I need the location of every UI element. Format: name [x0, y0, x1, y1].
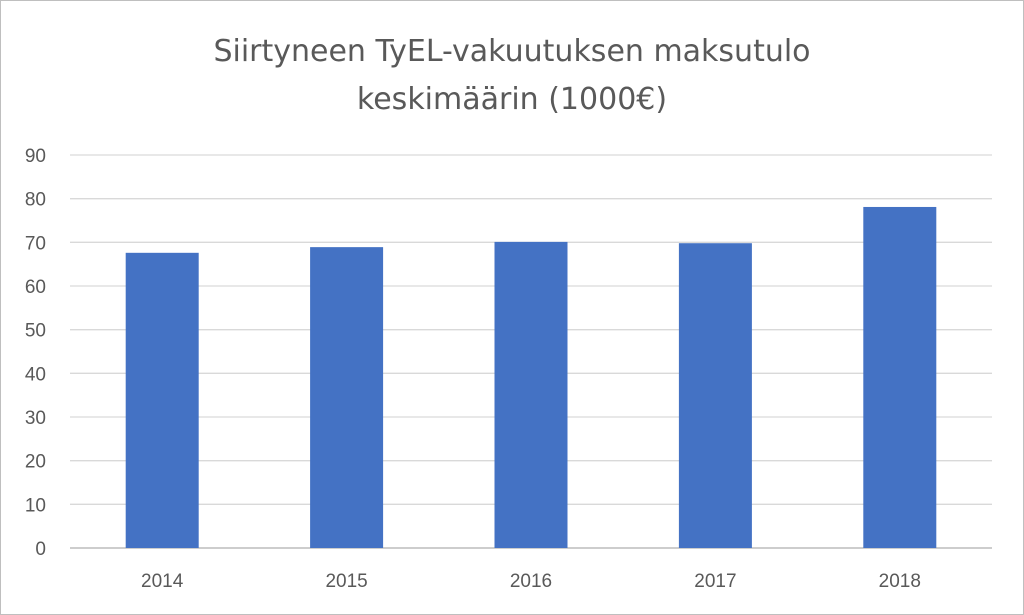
- y-tick-label-20: 20: [25, 452, 46, 473]
- y-tick-label-30: 30: [25, 408, 46, 429]
- bars: [125, 206, 937, 549]
- x-tick-label-2016: 2016: [510, 571, 552, 592]
- y-tick-label-10: 10: [25, 495, 46, 516]
- chart-title-line-2: keskimäärin (1000€): [356, 82, 668, 117]
- chart-title: Siirtyneen TyEL-vakuutuksen maksutulo ke…: [0, 28, 1024, 124]
- x-axis-tick-labels: 2014 2015 2016 2017 2018: [141, 571, 921, 592]
- bar-2017: [678, 243, 752, 548]
- bar-2014: [125, 252, 199, 548]
- y-axis-tick-labels: 0 10 20 30 40 50 60 70 80 90: [25, 146, 46, 560]
- x-tick-label-2015: 2015: [325, 571, 367, 592]
- x-tick-label-2018: 2018: [879, 571, 921, 592]
- chart-title-line-1: Siirtyneen TyEL-vakuutuksen maksutulo: [213, 34, 811, 69]
- bar-2015: [310, 247, 384, 549]
- y-tick-label-50: 50: [25, 321, 46, 342]
- bar-2018: [863, 206, 937, 549]
- x-tick-label-2014: 2014: [141, 571, 184, 592]
- x-tick-label-2017: 2017: [694, 571, 736, 592]
- y-tick-label-80: 80: [25, 190, 46, 211]
- y-tick-label-40: 40: [25, 364, 46, 385]
- y-tick-label-60: 60: [25, 277, 46, 298]
- y-tick-label-70: 70: [25, 233, 46, 254]
- y-tick-label-0: 0: [35, 539, 46, 560]
- bar-2016: [494, 241, 568, 548]
- y-tick-label-90: 90: [25, 146, 46, 167]
